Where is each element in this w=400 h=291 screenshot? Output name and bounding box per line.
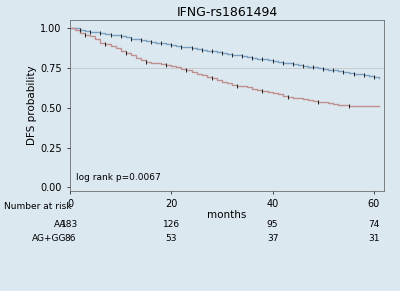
Text: 37: 37 — [267, 234, 278, 243]
Text: log rank p=0.0067: log rank p=0.0067 — [76, 173, 161, 182]
Text: Number at risk: Number at risk — [4, 202, 72, 211]
Title: IFNG-rs1861494: IFNG-rs1861494 — [176, 6, 278, 19]
Text: 86: 86 — [64, 234, 76, 243]
X-axis label: months: months — [207, 210, 247, 220]
Text: AG+GG: AG+GG — [32, 234, 66, 243]
Text: 53: 53 — [166, 234, 177, 243]
Y-axis label: DFS probability: DFS probability — [27, 66, 37, 145]
Text: 126: 126 — [163, 220, 180, 229]
Text: 74: 74 — [368, 220, 380, 229]
Text: AA: AA — [54, 220, 66, 229]
Text: 183: 183 — [61, 220, 79, 229]
Text: 31: 31 — [368, 234, 380, 243]
Text: 95: 95 — [267, 220, 278, 229]
Legend: AA, AG+GG: AA, AG+GG — [167, 290, 287, 291]
